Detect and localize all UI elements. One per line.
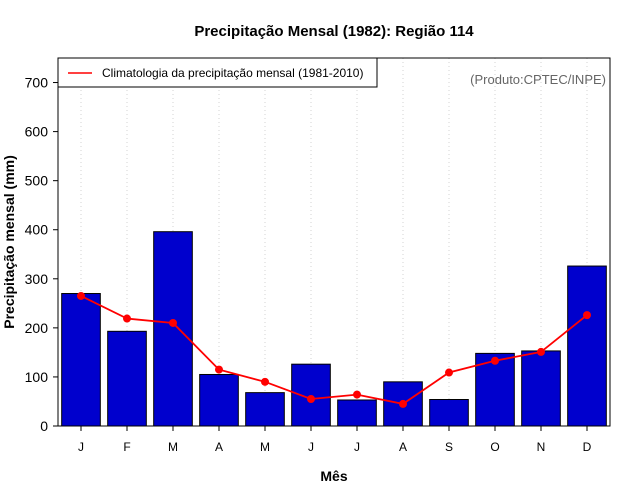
- climatology-point: [399, 399, 407, 408]
- bar-j-0: [61, 293, 101, 427]
- bar-f-1: [107, 330, 147, 427]
- bar-m-2: [153, 231, 193, 427]
- legend-label: Climatologia da precipitação mensal (198…: [102, 66, 363, 80]
- climatology-point: [307, 395, 315, 404]
- x-tick-label: A: [399, 440, 407, 454]
- y-tick-label: 400: [25, 222, 49, 238]
- y-tick-label: 700: [25, 75, 49, 91]
- bar-s-8: [429, 399, 469, 427]
- y-tick-label: 500: [25, 173, 49, 189]
- climatology-point: [353, 390, 361, 399]
- x-axis-label: Mês: [320, 468, 347, 484]
- climatology-point: [77, 291, 85, 300]
- climatology-point: [215, 365, 223, 374]
- y-axis-ticks: 0 100 200 300 400 500 600 700: [25, 75, 58, 434]
- y-tick-label: 100: [25, 369, 49, 385]
- x-tick-label: M: [260, 440, 270, 454]
- climatology-point: [491, 356, 499, 365]
- product-credit: (Produto:CPTEC/INPE): [470, 72, 606, 87]
- x-tick-label: A: [215, 440, 223, 454]
- y-tick-label: 600: [25, 124, 49, 140]
- bar-o-9: [475, 352, 515, 427]
- chart-title: Precipitação Mensal (1982): Região 114: [194, 23, 474, 40]
- y-tick-label: 200: [25, 320, 49, 336]
- y-axis-label: Precipitação mensal (mm): [1, 155, 17, 329]
- x-tick-label: J: [354, 440, 360, 454]
- y-tick-label: 0: [40, 418, 48, 434]
- bar-a-3: [199, 373, 239, 427]
- climatology-point: [169, 318, 177, 327]
- climatology-point: [445, 368, 453, 377]
- climatology-point: [261, 377, 269, 386]
- x-tick-label: O: [490, 440, 499, 454]
- bar-m-4: [245, 392, 285, 427]
- climatology-point: [537, 347, 545, 356]
- climatology-series: [77, 291, 591, 408]
- x-tick-label: J: [308, 440, 314, 454]
- x-tick-label: D: [583, 440, 592, 454]
- climatology-point: [583, 311, 591, 320]
- climatology-line: [80, 295, 588, 405]
- bar-j-6: [337, 399, 377, 427]
- x-tick-label: F: [123, 440, 130, 454]
- x-tick-label: M: [168, 440, 178, 454]
- legend-box: [57, 57, 378, 88]
- climatology-point: [123, 314, 131, 323]
- legend: Climatologia da precipitação mensal (198…: [57, 57, 378, 88]
- x-tick-label: S: [445, 440, 453, 454]
- x-tick-label: N: [537, 440, 546, 454]
- x-tick-label: J: [78, 440, 84, 454]
- y-tick-label: 300: [25, 271, 49, 287]
- bar-d-11: [567, 265, 607, 427]
- bar-n-10: [521, 350, 561, 427]
